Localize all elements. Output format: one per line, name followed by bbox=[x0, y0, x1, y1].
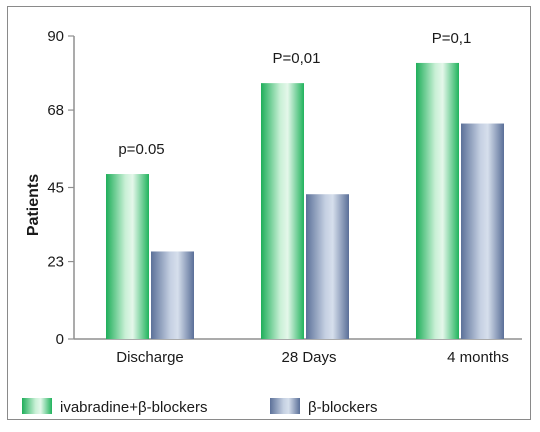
p-value-annotation: P=0,1 bbox=[432, 30, 472, 47]
p-value-annotation: P=0,01 bbox=[273, 50, 321, 67]
y-axis-label: Patients bbox=[25, 174, 42, 236]
legend-label-beta-blockers: β-blockers bbox=[308, 399, 377, 416]
bar-beta-blockers-0 bbox=[151, 251, 194, 339]
bar-ivabradine-1 bbox=[261, 83, 304, 339]
bar-beta-blockers-1 bbox=[306, 194, 349, 339]
p-value-annotation: p=0.05 bbox=[118, 141, 164, 158]
y-tick-label: 90 bbox=[47, 28, 64, 45]
bars bbox=[106, 62, 504, 340]
y-tick-label: 45 bbox=[47, 180, 64, 197]
legend-swatch-beta-blockers bbox=[270, 398, 300, 414]
legend: ivabradine+β-blockers β-blockers bbox=[22, 398, 377, 416]
x-category-label: Discharge bbox=[116, 349, 184, 366]
bar-beta-blockers-2 bbox=[461, 123, 504, 340]
y-tick-label: 0 bbox=[56, 331, 64, 348]
bar-ivabradine-2 bbox=[416, 62, 459, 339]
y-tick-label: 68 bbox=[47, 102, 64, 119]
x-category-label: 28 Days bbox=[281, 349, 336, 366]
annotations: p=0.05 P=0,01 P=0,1 bbox=[118, 30, 471, 158]
x-category-label: 4 months bbox=[447, 349, 509, 366]
y-tick-label: 23 bbox=[47, 254, 64, 271]
y-ticks: 0 23 45 68 90 bbox=[47, 28, 74, 348]
bar-ivabradine-0 bbox=[106, 174, 149, 339]
legend-label-ivabradine: ivabradine+β-blockers bbox=[60, 399, 207, 416]
category-labels: Discharge 28 Days 4 months bbox=[116, 349, 509, 366]
legend-swatch-ivabradine bbox=[22, 398, 52, 414]
